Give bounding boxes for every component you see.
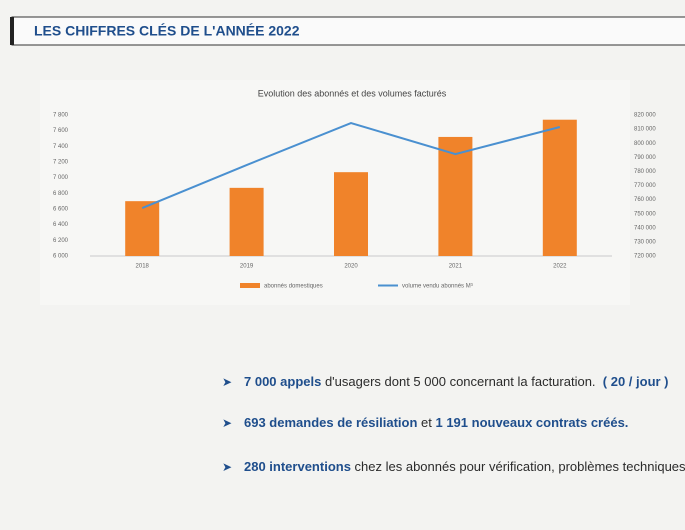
bullet-arrow: ➤ — [222, 460, 232, 474]
y2-tick-label: 770 000 — [634, 183, 656, 189]
y-tick-label: 7 200 — [53, 160, 69, 166]
bullet-part: d'usagers dont 5 000 concernant la factu… — [321, 374, 602, 389]
bullet-text: 693 demandes de résiliation et 1 191 nou… — [244, 415, 628, 430]
y2-tick-label: 740 000 — [634, 225, 656, 231]
y-tick-label: 7 800 — [53, 113, 69, 119]
x-tick-label: 2020 — [344, 264, 358, 270]
bullet-text: 7 000 appels d'usagers dont 5 000 concer… — [244, 374, 669, 389]
bullet-part: 1 191 nouveaux contrats créés. — [435, 415, 628, 430]
bullet-part: ( 20 / jour ) — [603, 374, 669, 389]
bar — [229, 187, 264, 256]
y-tick-label: 6 000 — [53, 254, 69, 260]
bar — [542, 119, 577, 256]
y2-tick-label: 760 000 — [634, 197, 656, 203]
bullet-arrow: ➤ — [222, 375, 232, 389]
y-tick-label: 7 000 — [53, 175, 69, 181]
bullet-part: 280 interventions — [244, 459, 351, 474]
bar — [125, 201, 160, 256]
line — [141, 121, 561, 209]
y-tick-label: 7 400 — [53, 144, 69, 150]
legend-swatch — [240, 283, 260, 288]
legend-label: volume vendu abonnés M³ — [402, 284, 473, 290]
y-tick-label: 6 600 — [53, 207, 69, 213]
bar — [438, 136, 473, 256]
header-title: LES CHIFFRES CLÉS DE L'ANNÉE 2022 — [34, 23, 300, 39]
x-tick-label: 2018 — [136, 264, 150, 270]
y-tick-label: 6 800 — [53, 191, 69, 197]
y2-tick-label: 730 000 — [634, 239, 656, 245]
bullet-part: 7 000 appels — [244, 374, 321, 389]
x-tick-label: 2022 — [553, 264, 567, 270]
bullet-part: et — [417, 415, 435, 430]
bullet-text: 280 interventions chez les abonnés pour … — [244, 459, 685, 474]
y2-tick-label: 810 000 — [634, 127, 656, 133]
y-tick-label: 7 600 — [53, 128, 69, 134]
bullet-part: 693 demandes de résiliation — [244, 415, 417, 430]
bar — [334, 172, 368, 256]
bullet-part: chez les abonnés pour vérification, prob… — [351, 459, 685, 474]
bullet-arrow: ➤ — [222, 416, 232, 430]
x-tick-label: 2021 — [449, 264, 463, 270]
legend-label: abonnés domestiques — [264, 284, 323, 290]
y2-tick-label: 720 000 — [634, 254, 656, 260]
y-tick-label: 6 400 — [53, 222, 69, 228]
y2-tick-label: 790 000 — [634, 155, 656, 161]
y-tick-label: 6 200 — [53, 238, 69, 244]
x-tick-label: 2019 — [240, 264, 254, 270]
y2-tick-label: 800 000 — [634, 141, 656, 147]
y2-tick-label: 750 000 — [634, 211, 656, 217]
chart-title: Evolution des abonnés et des volumes fac… — [258, 88, 447, 98]
y2-tick-label: 820 000 — [634, 113, 656, 119]
header-bar — [10, 17, 14, 45]
y2-tick-label: 780 000 — [634, 169, 656, 175]
